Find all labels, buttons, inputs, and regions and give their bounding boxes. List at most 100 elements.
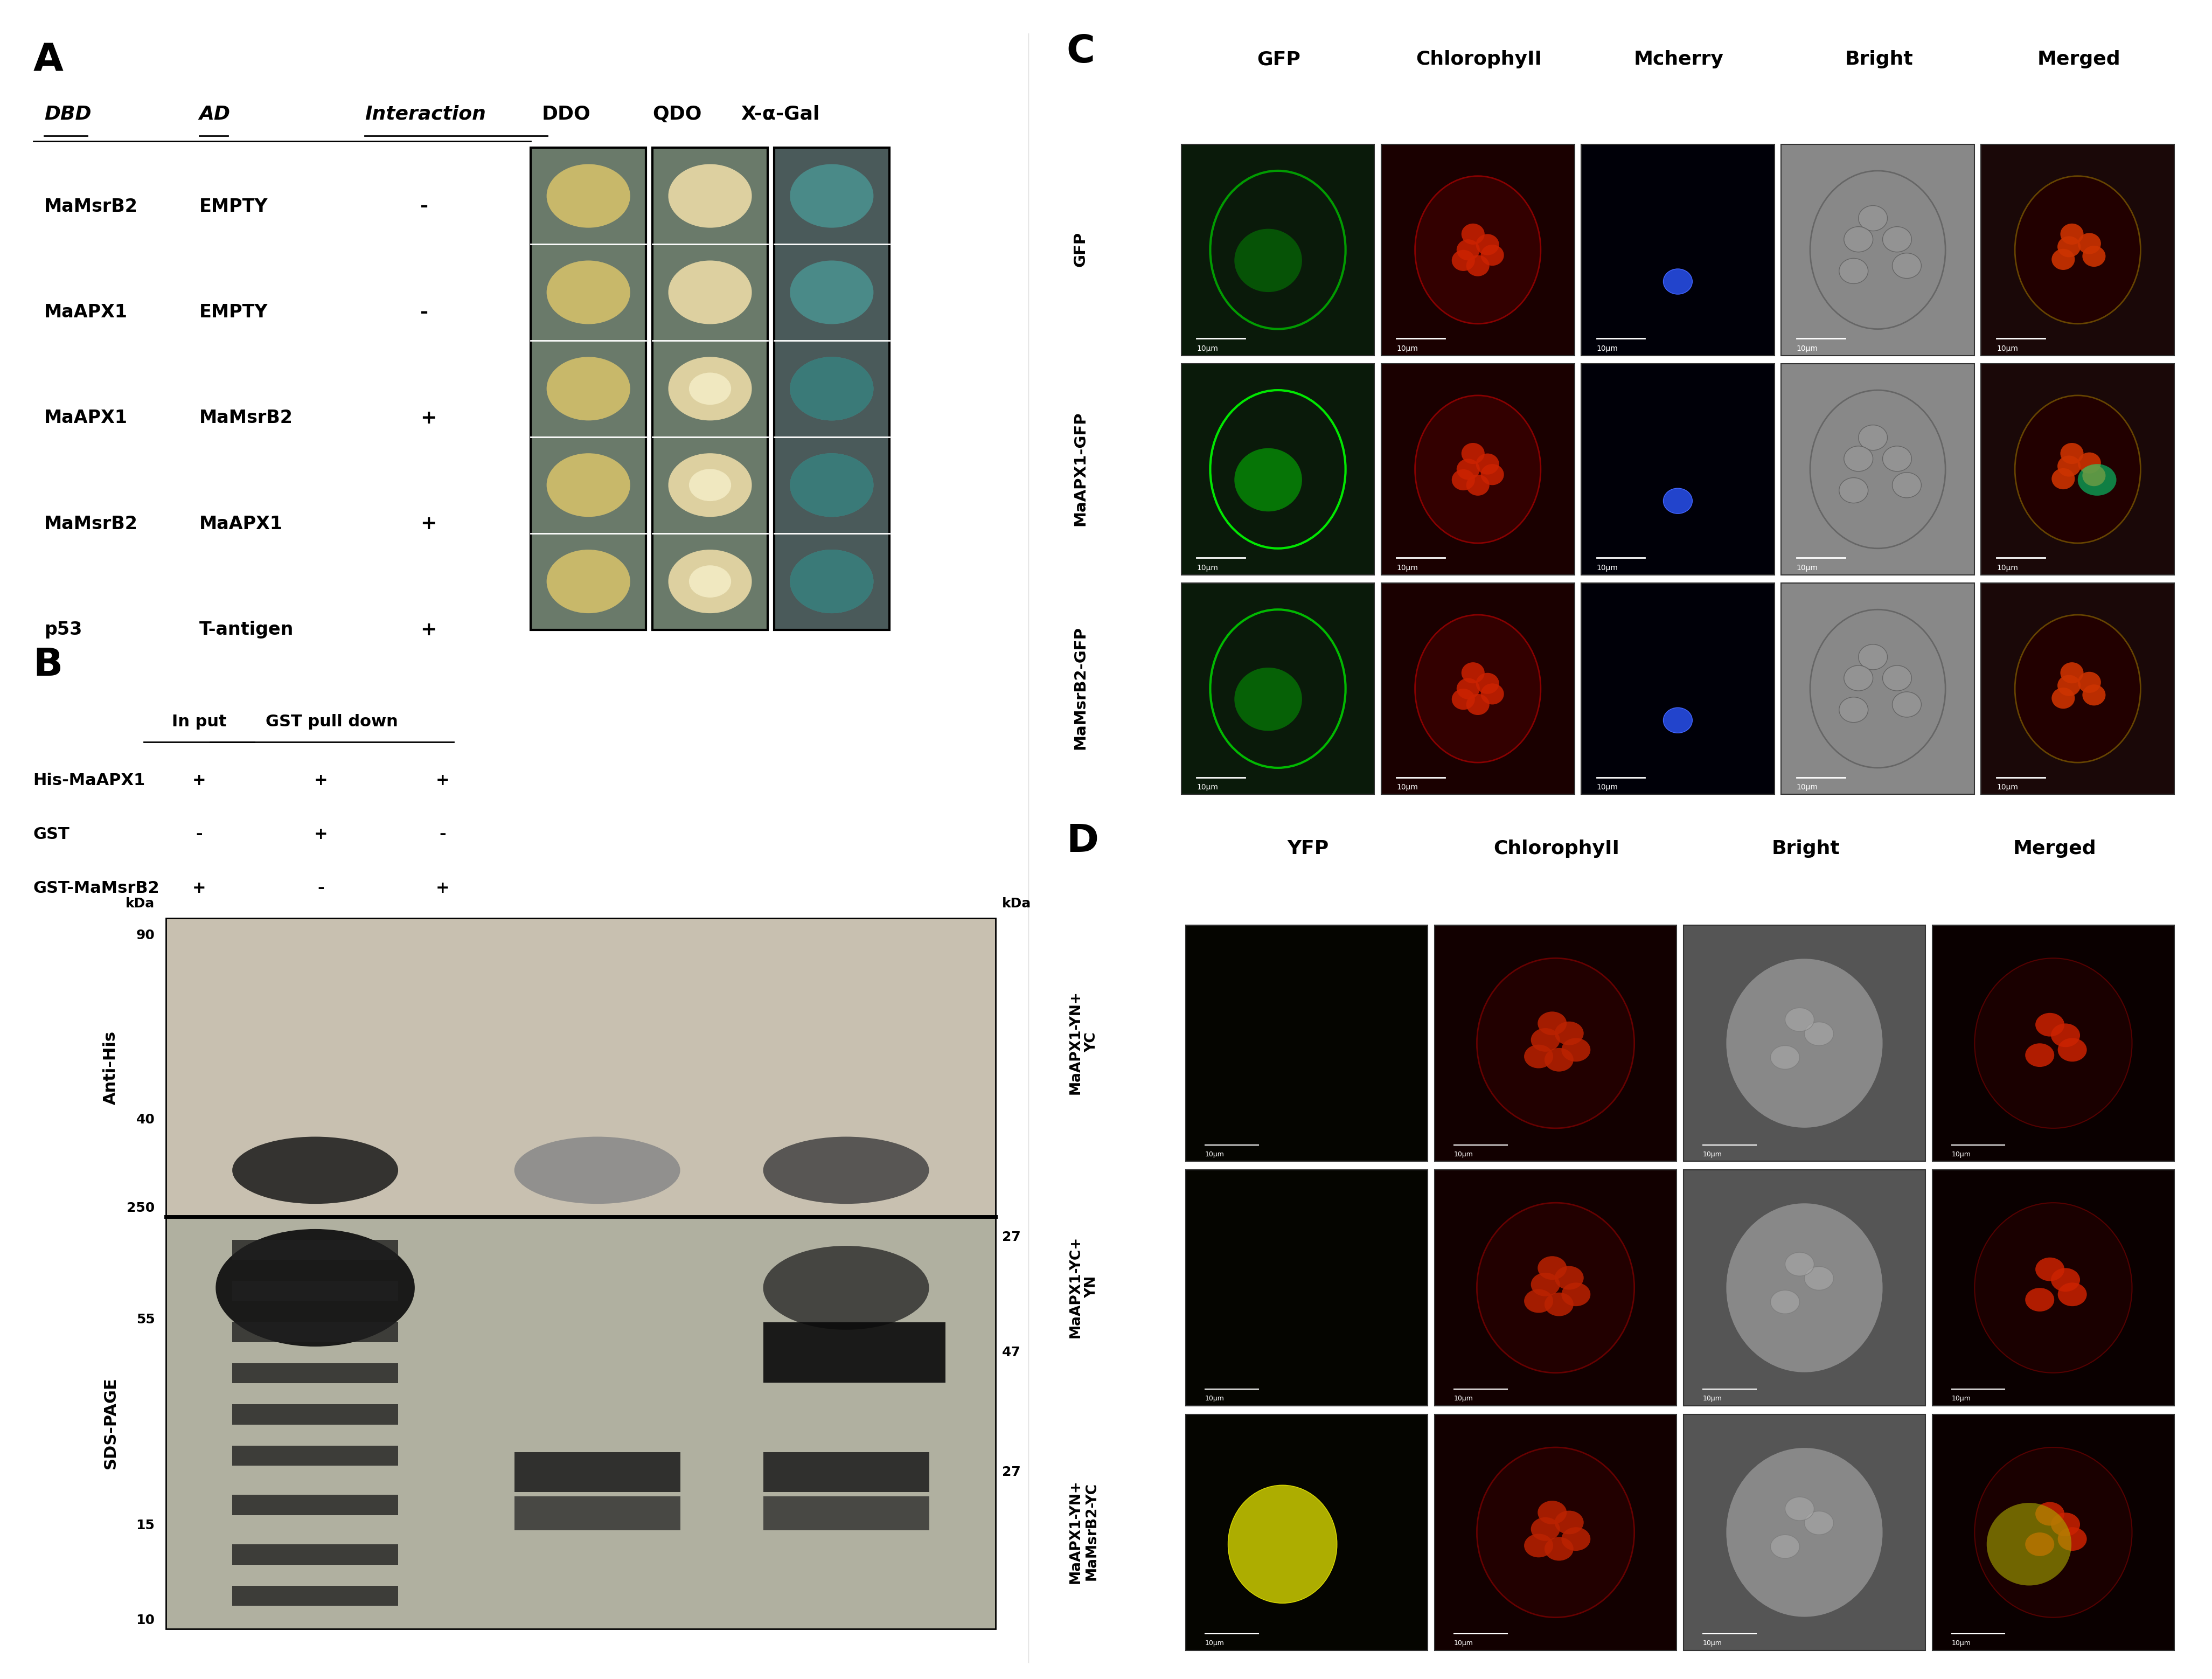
Bar [1186, 1170, 1429, 1405]
Text: 55: 55 [137, 1313, 155, 1326]
Text: +: + [420, 410, 436, 426]
Ellipse shape [1455, 458, 1480, 480]
Ellipse shape [2035, 1012, 2064, 1036]
Bar [763, 1323, 947, 1383]
Ellipse shape [1537, 1011, 1566, 1036]
Text: 10: 10 [135, 1614, 155, 1627]
Ellipse shape [1467, 693, 1489, 715]
FancyBboxPatch shape [653, 148, 768, 630]
Ellipse shape [1562, 1283, 1590, 1306]
Bar [1582, 583, 1774, 794]
Bar [1181, 144, 1374, 356]
Ellipse shape [1725, 959, 1882, 1128]
Ellipse shape [2035, 1503, 2064, 1526]
Bar [1683, 925, 1924, 1162]
Circle shape [790, 551, 874, 613]
Text: Mcherry: Mcherry [1635, 50, 1723, 69]
Ellipse shape [1663, 489, 1692, 514]
Ellipse shape [1524, 1289, 1553, 1313]
Ellipse shape [1975, 959, 2132, 1128]
Ellipse shape [1555, 1511, 1584, 1535]
Ellipse shape [1891, 472, 1922, 497]
Ellipse shape [2057, 1038, 2086, 1061]
Ellipse shape [1544, 1293, 1573, 1316]
Text: 10μm: 10μm [1796, 344, 1818, 353]
Ellipse shape [2015, 615, 2141, 762]
Ellipse shape [2015, 396, 2141, 542]
Ellipse shape [1451, 688, 1475, 710]
Ellipse shape [1891, 692, 1922, 717]
Bar [1683, 1414, 1924, 1650]
Ellipse shape [2057, 237, 2081, 257]
Text: A: A [33, 42, 64, 79]
Text: B: B [33, 646, 62, 683]
Bar [166, 1217, 995, 1629]
Ellipse shape [1467, 255, 1489, 277]
Text: 10μm: 10μm [1997, 344, 2017, 353]
Ellipse shape [1467, 475, 1489, 495]
Ellipse shape [1416, 176, 1542, 324]
Text: 40: 40 [137, 1113, 155, 1127]
Ellipse shape [1975, 1202, 2132, 1373]
Ellipse shape [1531, 1518, 1559, 1541]
Text: MaAPX1-YC+
YN: MaAPX1-YC+ YN [1068, 1236, 1099, 1338]
Bar [166, 918, 995, 1217]
Text: p53: p53 [44, 621, 82, 638]
Circle shape [546, 260, 630, 324]
Bar [1982, 364, 2174, 574]
Ellipse shape [763, 1246, 929, 1330]
Text: SDS-PAGE: SDS-PAGE [102, 1377, 119, 1469]
Ellipse shape [2053, 468, 2075, 489]
Bar [1380, 583, 1575, 794]
Ellipse shape [1882, 227, 1911, 252]
Ellipse shape [2077, 463, 2117, 495]
Text: T-antigen: T-antigen [199, 621, 294, 638]
Ellipse shape [2077, 672, 2101, 693]
Bar [1781, 583, 1975, 794]
Text: MaAPX1: MaAPX1 [199, 515, 283, 532]
Ellipse shape [2077, 452, 2101, 473]
Text: Bright: Bright [1772, 840, 1840, 858]
Circle shape [790, 453, 874, 517]
Ellipse shape [1805, 1511, 1834, 1535]
Ellipse shape [1475, 233, 1500, 255]
Bar [1582, 144, 1774, 356]
Bar [232, 1585, 398, 1605]
Bar [1436, 925, 1677, 1162]
Text: DDO: DDO [542, 106, 591, 123]
Ellipse shape [1234, 668, 1303, 730]
Text: 10μm: 10μm [1453, 1640, 1473, 1647]
Ellipse shape [1785, 1498, 1814, 1521]
Bar [1582, 364, 1774, 574]
Text: 10μm: 10μm [1197, 564, 1219, 573]
Bar [232, 1545, 398, 1565]
Ellipse shape [1838, 259, 1869, 284]
Text: -: - [316, 880, 325, 897]
Ellipse shape [1537, 1501, 1566, 1525]
Ellipse shape [2059, 443, 2084, 463]
Text: 10μm: 10μm [1206, 1395, 1223, 1402]
Ellipse shape [1524, 1044, 1553, 1068]
Text: 27: 27 [1002, 1466, 1020, 1479]
Text: GST pull down: GST pull down [265, 714, 398, 730]
Ellipse shape [1838, 697, 1869, 722]
Bar [1933, 1170, 2174, 1405]
Ellipse shape [1537, 1256, 1566, 1279]
Text: +: + [436, 880, 449, 897]
Ellipse shape [1451, 250, 1475, 270]
Text: 10μm: 10μm [1396, 344, 1418, 353]
Ellipse shape [2026, 1043, 2055, 1066]
Ellipse shape [1986, 1503, 2070, 1585]
Text: 10μm: 10μm [1597, 344, 1619, 353]
Text: ChlorophyII: ChlorophyII [1416, 50, 1542, 69]
Ellipse shape [1531, 1273, 1559, 1296]
Circle shape [790, 260, 874, 324]
Ellipse shape [1858, 645, 1887, 670]
Ellipse shape [2077, 233, 2101, 254]
Text: MaMsrB2: MaMsrB2 [199, 410, 292, 426]
Bar [1380, 144, 1575, 356]
Ellipse shape [1845, 447, 1874, 472]
Text: GST-MaMsrB2: GST-MaMsrB2 [33, 880, 159, 897]
Bar [1982, 144, 2174, 356]
Ellipse shape [1480, 683, 1504, 705]
